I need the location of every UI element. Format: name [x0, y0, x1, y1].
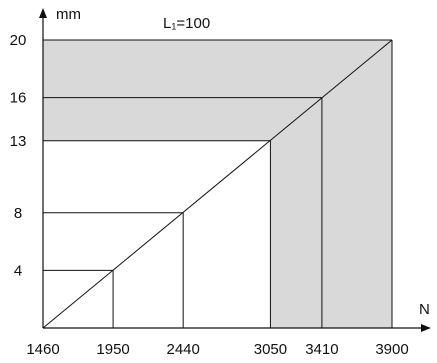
x-tick-label-0: 1460 — [26, 341, 59, 358]
x-axis-label: N — [419, 301, 430, 318]
x-axis-arrow — [421, 324, 431, 332]
y-tick-label-2: 13 — [10, 133, 27, 150]
x-tick-label-4: 3410 — [305, 341, 338, 358]
gridlines — [43, 39, 393, 328]
x-tick-label-2: 2440 — [166, 341, 199, 358]
y-tick-label-1: 8 — [14, 205, 22, 222]
y-tick-label-0: 4 — [14, 262, 22, 279]
y-tick-label-4: 20 — [10, 32, 27, 49]
chart-title: L₁=100 — [163, 15, 210, 32]
y-tick-label-3: 16 — [10, 90, 27, 107]
y-axis-arrow — [39, 8, 47, 18]
axes — [39, 8, 431, 332]
tick-labels: 4 8 13 16 20 1460 1950 2440 3050 3410 3900 mm N L₁=10… — [10, 6, 430, 358]
x-tick-label-3: 3050 — [254, 341, 287, 358]
y-axis-label: mm — [56, 6, 81, 23]
diagonal-series — [42, 39, 393, 329]
x-tick-label-1: 1950 — [96, 341, 129, 358]
x-tick-label-5: 3900 — [375, 341, 408, 358]
diagonal-line — [42, 39, 393, 329]
